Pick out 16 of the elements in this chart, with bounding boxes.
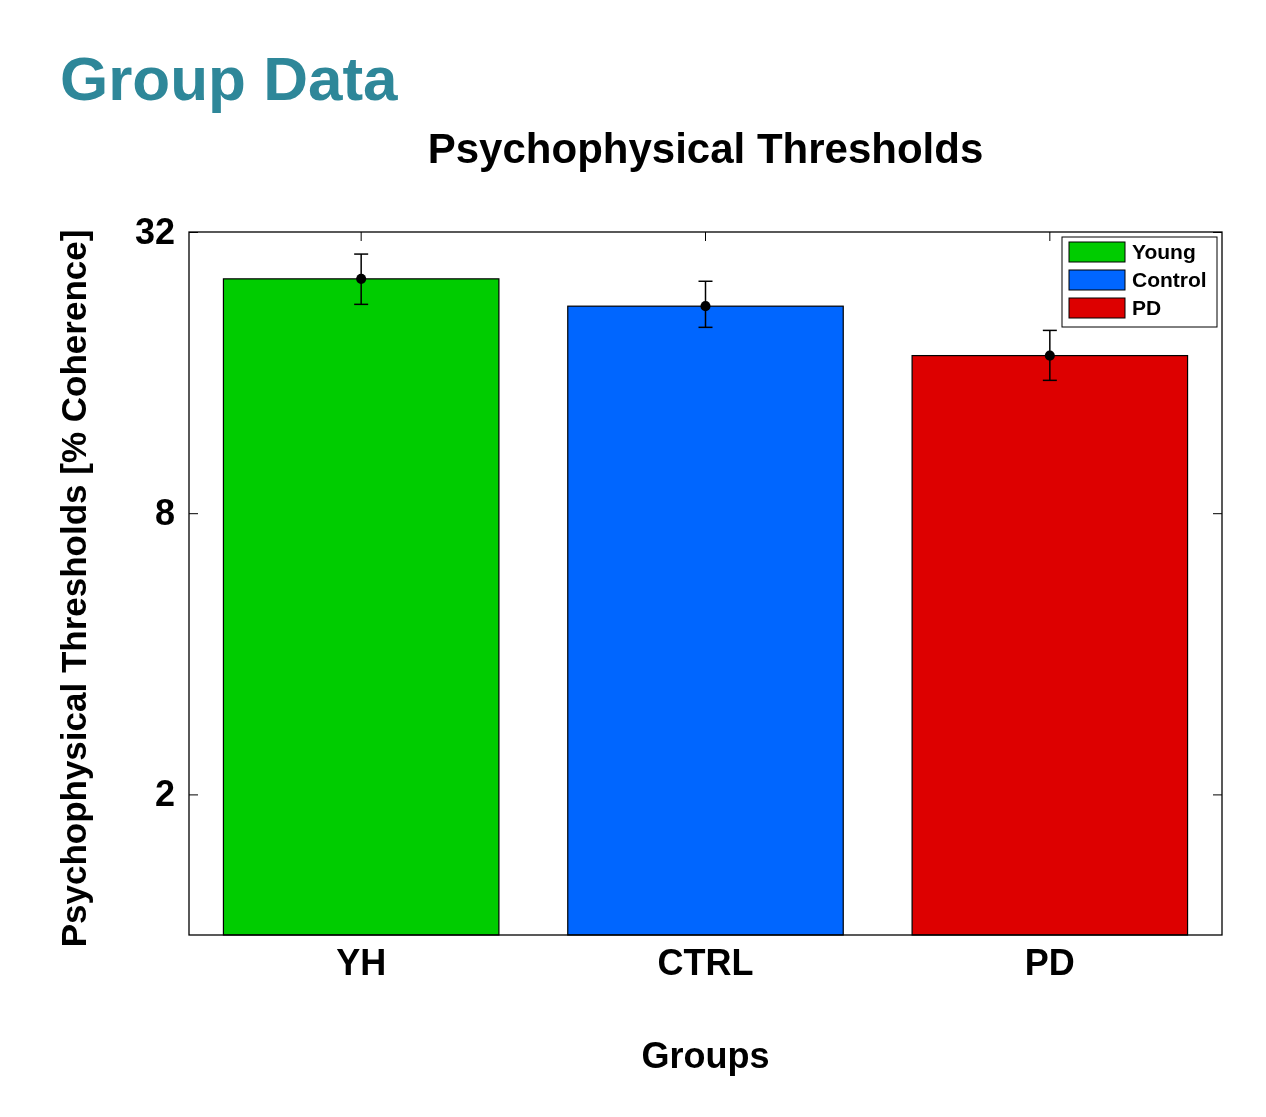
point xyxy=(700,301,711,312)
legend-label: Control xyxy=(1132,268,1207,291)
y-tick-label: 32 xyxy=(134,211,175,253)
y-tick-label: 8 xyxy=(154,492,175,534)
chart-title: Group Data xyxy=(60,44,399,113)
x-tick-label: PD xyxy=(1024,941,1075,983)
y-axis-title: Psychophysical Thresholds [% Coherence] xyxy=(54,229,93,948)
x-tick-label: CTRL xyxy=(657,941,754,983)
y-tick-label: 2 xyxy=(154,773,175,815)
legend-label: Young xyxy=(1132,240,1196,263)
x-tick-label: YH xyxy=(336,941,387,983)
point xyxy=(356,273,367,284)
chart-subtitle: Psychophysical Thresholds xyxy=(427,125,984,172)
point xyxy=(1044,350,1055,361)
legend-label: PD xyxy=(1132,296,1162,319)
x-axis-title: Groups xyxy=(641,1035,770,1076)
